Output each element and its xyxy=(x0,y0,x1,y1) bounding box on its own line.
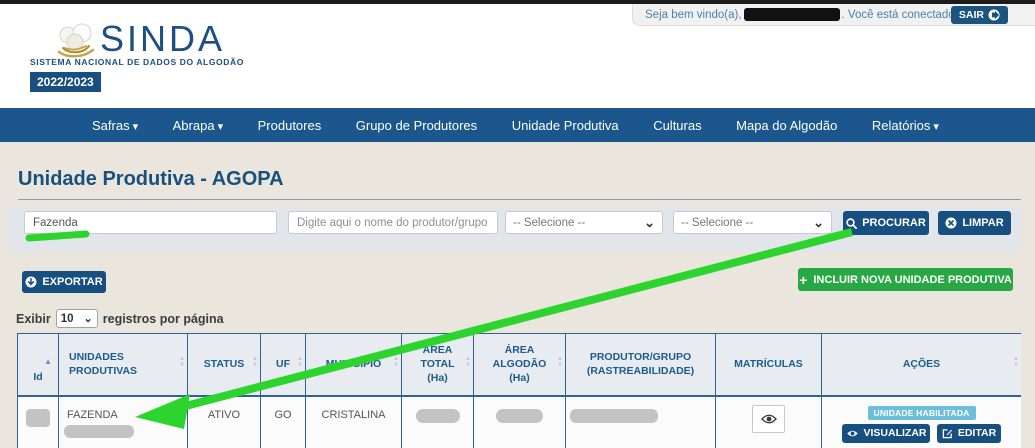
sort-ascending-icon: ▲ xyxy=(44,357,52,366)
column-header-unidades-produtivas[interactable]: UNIDADES PRODUTIVAS ▲ ▼ xyxy=(58,333,188,397)
producer-group-input[interactable] xyxy=(288,211,498,234)
chevron-down-icon: ⌄ xyxy=(644,214,655,230)
column-header-uf[interactable]: UF ▲ ▼ xyxy=(260,333,306,397)
clear-circle-icon xyxy=(945,217,957,229)
column-header-matriculas[interactable]: MATRÍCULAS xyxy=(715,333,822,397)
season-badge: 2022/2023 xyxy=(30,72,101,92)
column-header-acoes[interactable]: AÇÕES ▲ ▼ xyxy=(821,333,1021,397)
welcome-bar: Seja bem vindo(a), . Você está conectado… xyxy=(632,4,1035,26)
eye-icon xyxy=(760,413,777,425)
logout-button[interactable]: SAIR xyxy=(950,6,1008,24)
matriculas-view-button[interactable] xyxy=(752,404,785,433)
redacted-username xyxy=(743,8,840,21)
top-strip xyxy=(0,0,1035,4)
page-size-prefix: Exibir xyxy=(16,311,51,326)
cell-area-algodao xyxy=(473,395,566,448)
nav-item-mapa-do-algodao[interactable]: Mapa do Algodão xyxy=(736,117,838,133)
eye-icon xyxy=(846,429,859,438)
export-circle-icon xyxy=(25,276,37,288)
column-header-produtor-grupo[interactable]: PRODUTOR/GRUPO (RASTREABILIDADE) xyxy=(565,333,716,397)
cotton-logo-icon xyxy=(53,18,99,69)
column-header-status[interactable]: STATUS ▲ ▼ xyxy=(187,333,261,397)
page-size-suffix: registros por página xyxy=(102,311,224,326)
redacted-area-algodao xyxy=(496,408,543,423)
editar-button[interactable]: EDITAR xyxy=(937,423,1001,443)
cell-area-total xyxy=(401,395,474,448)
nav-item-produtores[interactable]: Produtores xyxy=(257,117,322,133)
row-action-buttons: VISUALIZAR EDITAR xyxy=(822,423,1021,443)
unit-name-input[interactable] xyxy=(24,211,277,234)
welcome-suffix: . Você está conectado(a). xyxy=(841,8,972,21)
redacted-unit-name xyxy=(64,424,134,438)
nav-item-safras[interactable]: Safras ▾ xyxy=(92,117,139,133)
column-header-municipio[interactable]: MUNICÍPIO ▲ ▼ xyxy=(305,333,402,397)
logout-label: SAIR xyxy=(958,9,984,21)
page-size-row: Exibir 10 ⌄ registros por página xyxy=(16,309,224,328)
redacted-area-total xyxy=(415,408,460,423)
redacted-produtor xyxy=(570,408,658,423)
page-size-select[interactable]: 10 ⌄ xyxy=(55,309,98,328)
table-row: FAZENDA ATIVO GO CRISTALINA xyxy=(17,395,1021,448)
brand-name: SINDA xyxy=(100,18,226,59)
chevron-down-icon: ⌄ xyxy=(813,214,824,230)
nav-item-culturas[interactable]: Culturas xyxy=(653,117,702,133)
main-navbar: Safras ▾ Abrapa ▾ Produtores Grupo de Prod… xyxy=(0,108,1035,142)
nav-item-relatorios[interactable]: Relatórios ▾ xyxy=(871,117,939,133)
filter-select-1[interactable]: -- Selecione -- ⌄ xyxy=(505,211,663,234)
page-title: Unidade Produtiva - AGOPA xyxy=(18,168,284,190)
nav-item-unidade-produtiva[interactable]: Unidade Produtiva xyxy=(511,117,619,133)
cell-status: ATIVO xyxy=(187,395,261,448)
plus-icon: + xyxy=(799,271,808,288)
clear-button[interactable]: LIMPAR xyxy=(938,211,1011,235)
app-header: Seja bem vindo(a), . Você está conectado… xyxy=(0,4,1035,108)
cell-matriculas xyxy=(715,395,822,448)
caret-down-icon: ▾ xyxy=(217,120,224,133)
nav-item-abrapa[interactable]: Abrapa ▾ xyxy=(172,117,224,133)
cell-produtor-grupo xyxy=(565,395,716,448)
sort-icon: ▲ ▼ xyxy=(179,356,185,368)
logout-icon xyxy=(988,9,1000,21)
column-header-area-algodao[interactable]: ÁREA ALGODÃO (Ha) ▲ ▼ xyxy=(473,333,566,397)
caret-down-icon: ▾ xyxy=(132,120,139,133)
cell-id xyxy=(17,395,59,448)
edit-pencil-icon xyxy=(942,428,953,439)
search-icon xyxy=(846,217,858,229)
unit-enabled-badge: UNIDADE HABILITADA xyxy=(867,405,976,420)
units-table: ▲ Id UNIDADES PRODUTIVAS ▲ ▼ STATUS ▲ ▼ UF… xyxy=(17,333,1021,448)
chevron-down-icon: ⌄ xyxy=(83,312,93,325)
title-divider xyxy=(18,199,1021,200)
brand-subtitle: SISTEMA NACIONAL DE DADOS DO ALGODÃO xyxy=(30,57,244,67)
sort-icon: ▲ ▼ xyxy=(465,356,471,368)
welcome-prefix: Seja bem vindo(a), xyxy=(645,8,742,21)
sort-icon: ▲ ▼ xyxy=(393,356,399,368)
column-header-area-total[interactable]: ÁREA TOTAL (Ha) ▲ ▼ xyxy=(401,333,474,397)
export-button[interactable]: EXPORTAR xyxy=(22,271,106,293)
filter-select-2[interactable]: -- Selecione -- ⌄ xyxy=(673,211,832,234)
cell-unit-name: FAZENDA xyxy=(58,395,188,448)
cell-municipio: CRISTALINA xyxy=(305,395,402,448)
search-button[interactable]: PROCURAR xyxy=(843,211,929,235)
filter-panel: -- Selecione -- ⌄ -- Selecione -- ⌄ PROC… xyxy=(7,207,1021,252)
column-header-id[interactable]: ▲ Id xyxy=(17,333,59,397)
add-unit-button[interactable]: + INCLUIR NOVA UNIDADE PRODUTIVA xyxy=(798,268,1013,291)
visualizar-button[interactable]: VISUALIZAR xyxy=(842,423,930,443)
sort-icon: ▲ ▼ xyxy=(297,356,303,368)
redacted-id xyxy=(26,408,50,427)
sort-icon: ▲ ▼ xyxy=(1013,356,1019,368)
table-header-row: ▲ Id UNIDADES PRODUTIVAS ▲ ▼ STATUS ▲ ▼ UF… xyxy=(17,333,1021,397)
nav-item-grupo-de-produtores[interactable]: Grupo de Produtores xyxy=(355,117,478,133)
caret-down-icon: ▾ xyxy=(933,120,939,133)
sort-icon: ▲ ▼ xyxy=(252,356,258,368)
cell-uf: GO xyxy=(260,395,306,448)
cell-acoes: UNIDADE HABILITADA VISUALIZAR xyxy=(821,395,1021,448)
sort-icon: ▲ ▼ xyxy=(557,356,563,368)
